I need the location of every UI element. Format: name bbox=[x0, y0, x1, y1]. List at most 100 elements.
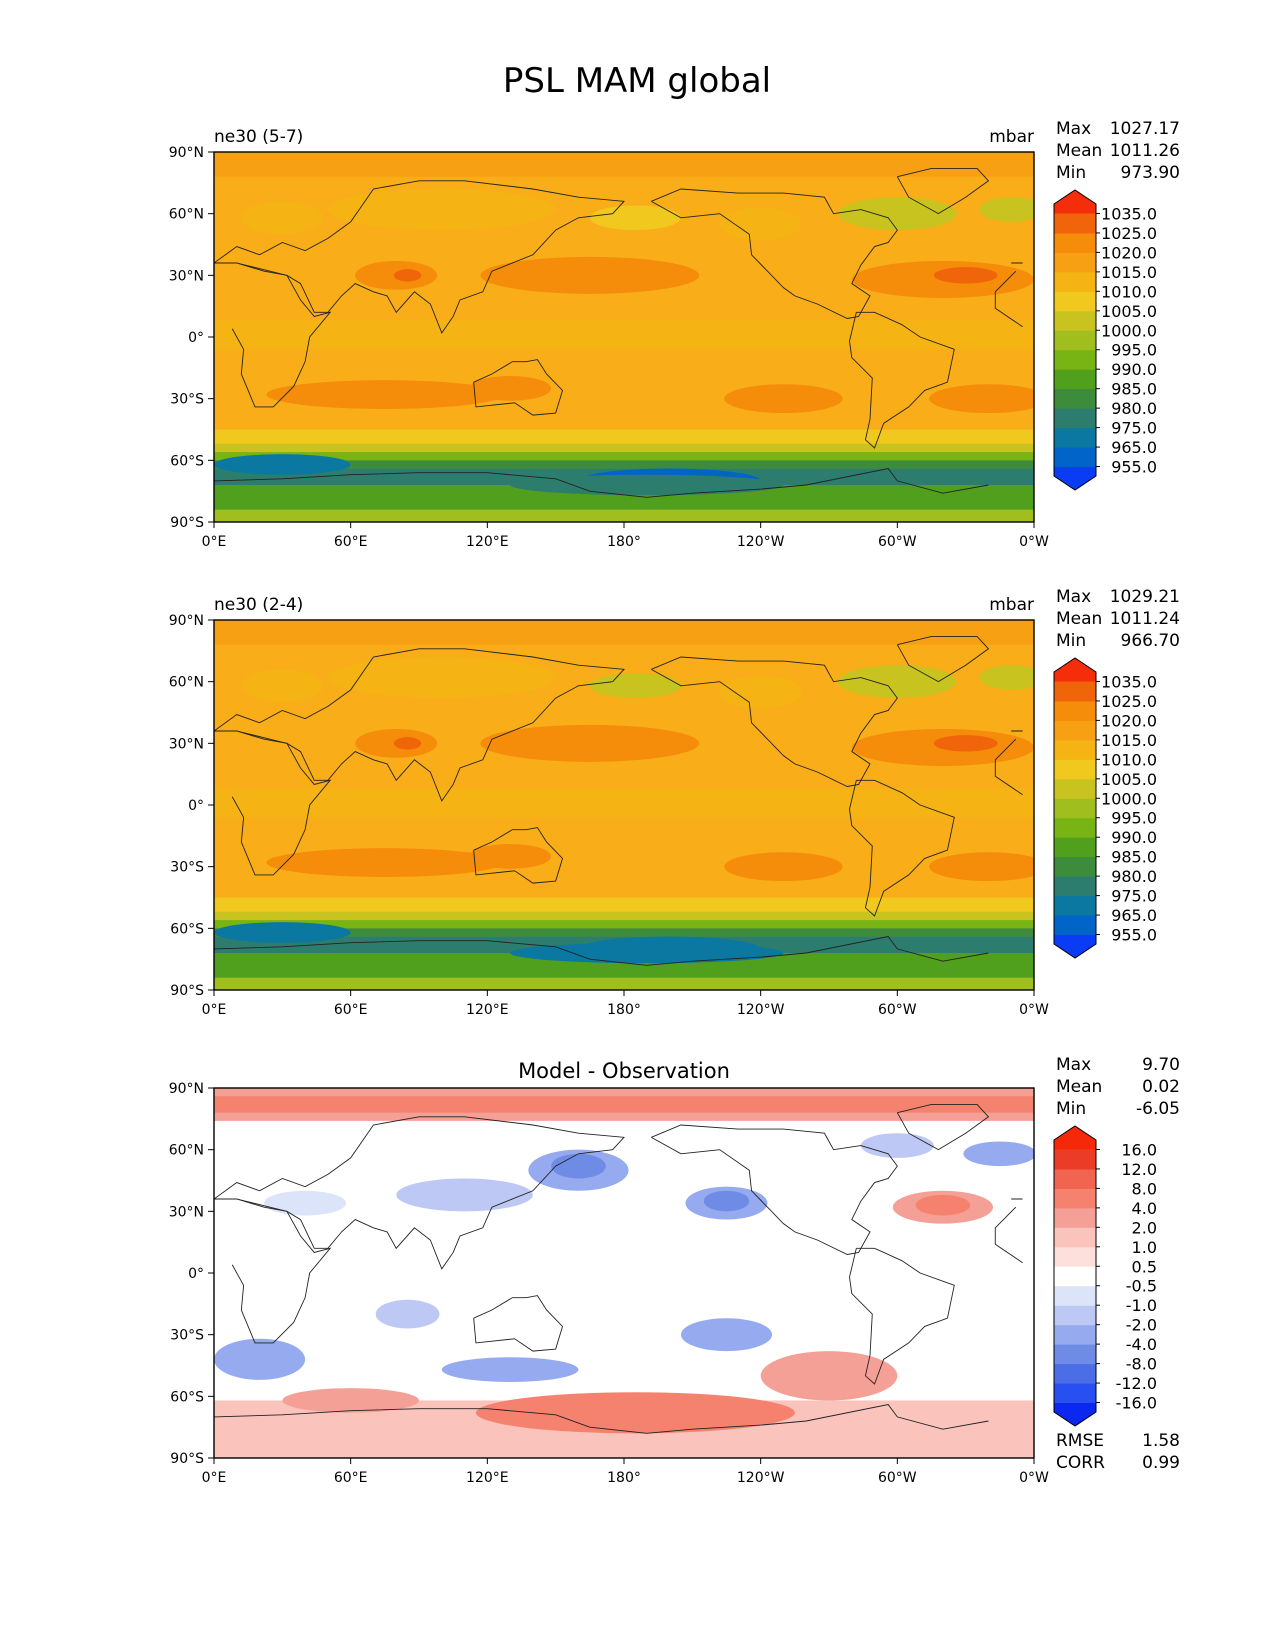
field-contour-region bbox=[214, 454, 351, 475]
colorbar-label: 965.0 bbox=[1111, 906, 1157, 925]
stat-value: 0.02 bbox=[1142, 1077, 1180, 1097]
field-band bbox=[214, 977, 1034, 990]
colorbar-segment bbox=[1054, 271, 1096, 292]
colorbar-label: 1025.0 bbox=[1101, 692, 1157, 711]
colorbar-segment bbox=[1054, 700, 1096, 721]
field-contour-region bbox=[915, 1194, 971, 1216]
field-band bbox=[214, 1096, 1034, 1113]
stat-label: Min bbox=[1056, 631, 1086, 651]
lat-tick-label: 0° bbox=[188, 798, 204, 814]
colorbar-label: 1015.0 bbox=[1101, 263, 1157, 282]
colorbar-segment bbox=[1054, 1383, 1096, 1404]
field-contour-region bbox=[929, 384, 1034, 414]
field-contour-region bbox=[719, 207, 802, 241]
colorbar-label: 985.0 bbox=[1111, 848, 1157, 867]
colorbar-segment bbox=[1054, 369, 1096, 390]
stat-value: 966.70 bbox=[1121, 631, 1180, 651]
colorbar-segment bbox=[1054, 388, 1096, 409]
colorbar-segment bbox=[1054, 1324, 1096, 1345]
panel-2: 90°N 60°N 30°N 0° 30°S 60°S 90°S 0°E 60°E 120°E 18… bbox=[169, 587, 1180, 1018]
colorbar-segment bbox=[1054, 1168, 1096, 1189]
panel-left-title: ne30 (5-7) bbox=[214, 127, 303, 147]
colorbar-segment bbox=[1054, 310, 1096, 331]
coastline bbox=[896, 1103, 990, 1151]
field-contour-region bbox=[589, 673, 681, 699]
lat-tick-label: 30°N bbox=[169, 1204, 204, 1220]
lat-tick-label: 60°S bbox=[170, 1389, 204, 1405]
colorbar-segment bbox=[1054, 934, 1096, 958]
field-contour-region bbox=[469, 376, 552, 401]
field-contour-region bbox=[933, 267, 998, 284]
colorbar-segment bbox=[1054, 778, 1096, 799]
coastline bbox=[214, 468, 989, 498]
coastline bbox=[896, 167, 990, 215]
field-contour-region bbox=[396, 1178, 533, 1212]
field-band bbox=[214, 320, 1034, 350]
lat-tick-label: 90°S bbox=[170, 515, 204, 531]
lat-tick-label: 90°N bbox=[169, 613, 204, 629]
coastline bbox=[214, 1116, 625, 1270]
colorbar-label: 1010.0 bbox=[1101, 750, 1157, 769]
lat-tick-label: 60°S bbox=[170, 921, 204, 937]
field-contour-region bbox=[480, 724, 700, 762]
lon-tick-label: 120°W bbox=[737, 1002, 785, 1018]
lon-tick-label: 120°E bbox=[466, 1002, 509, 1018]
panel-units: mbar bbox=[989, 595, 1034, 615]
field-contour-region bbox=[703, 1190, 750, 1212]
field-contour-region bbox=[979, 665, 1034, 690]
colorbar-segment bbox=[1054, 330, 1096, 351]
colorbar-segment bbox=[1054, 895, 1096, 916]
colorbar-label: -16.0 bbox=[1116, 1394, 1157, 1413]
colorbar-label: 1.0 bbox=[1132, 1238, 1157, 1257]
lat-tick-label: 90°N bbox=[169, 1081, 204, 1097]
lat-tick-label: 0° bbox=[188, 330, 204, 346]
field-contour-region bbox=[241, 669, 324, 703]
colorbar-label: 1000.0 bbox=[1101, 789, 1157, 808]
field-contour-region bbox=[510, 942, 784, 964]
field-contour-region bbox=[393, 269, 422, 282]
stat-label: Mean bbox=[1056, 1077, 1102, 1097]
field-contour-region bbox=[589, 205, 681, 231]
colorbar-label: 990.0 bbox=[1111, 828, 1157, 847]
colorbar-segment bbox=[1054, 1285, 1096, 1306]
colorbar-label: 1000.0 bbox=[1101, 321, 1157, 340]
colorbar-label: 1005.0 bbox=[1101, 302, 1157, 321]
lat-tick-label: 0° bbox=[188, 1266, 204, 1282]
colorbar-label: 980.0 bbox=[1111, 399, 1157, 418]
colorbar-segment bbox=[1054, 658, 1096, 682]
field-contour-region bbox=[393, 737, 422, 750]
field-contour-region bbox=[719, 675, 802, 709]
stat-label: Mean bbox=[1056, 141, 1102, 161]
colorbar-label: 965.0 bbox=[1111, 438, 1157, 457]
colorbar-segment bbox=[1054, 817, 1096, 838]
colorbar-label: 1020.0 bbox=[1101, 243, 1157, 262]
field-contour-region bbox=[963, 1141, 1034, 1167]
stat-label: Min bbox=[1056, 1099, 1086, 1119]
lon-tick-label: 120°E bbox=[466, 534, 509, 550]
figure-title: PSL MAM global bbox=[503, 61, 771, 101]
coastline bbox=[473, 1295, 564, 1352]
colorbar-segment bbox=[1054, 739, 1096, 760]
stat-value: -6.05 bbox=[1136, 1099, 1180, 1119]
colorbar-segment bbox=[1054, 1266, 1096, 1287]
coastline bbox=[214, 1404, 989, 1434]
panel-3: 90°N 60°N 30°N 0° 30°S 60°S 90°S 0°E 60°E 120°E 18… bbox=[169, 1055, 1180, 1486]
colorbar-segment bbox=[1054, 1149, 1096, 1170]
colorbar-label: -2.0 bbox=[1126, 1316, 1157, 1335]
lat-tick-label: 90°N bbox=[169, 145, 204, 161]
lon-tick-label: 180° bbox=[607, 1470, 641, 1486]
coastline bbox=[849, 779, 955, 917]
lon-tick-label: 60°E bbox=[334, 534, 368, 550]
stat-label: Mean bbox=[1056, 609, 1102, 629]
colorbar-label: 955.0 bbox=[1111, 926, 1157, 945]
lat-tick-label: 30°S bbox=[170, 860, 204, 876]
colorbar-segment bbox=[1054, 1344, 1096, 1365]
map-field bbox=[214, 1088, 1034, 1458]
lon-tick-label: 0°E bbox=[202, 1470, 227, 1486]
colorbar-segment bbox=[1054, 1246, 1096, 1267]
field-contour-region bbox=[469, 844, 552, 869]
field-contour-region bbox=[214, 922, 351, 943]
colorbar-label: 1020.0 bbox=[1101, 711, 1157, 730]
colorbar-segment bbox=[1054, 213, 1096, 234]
field-band bbox=[214, 509, 1034, 522]
